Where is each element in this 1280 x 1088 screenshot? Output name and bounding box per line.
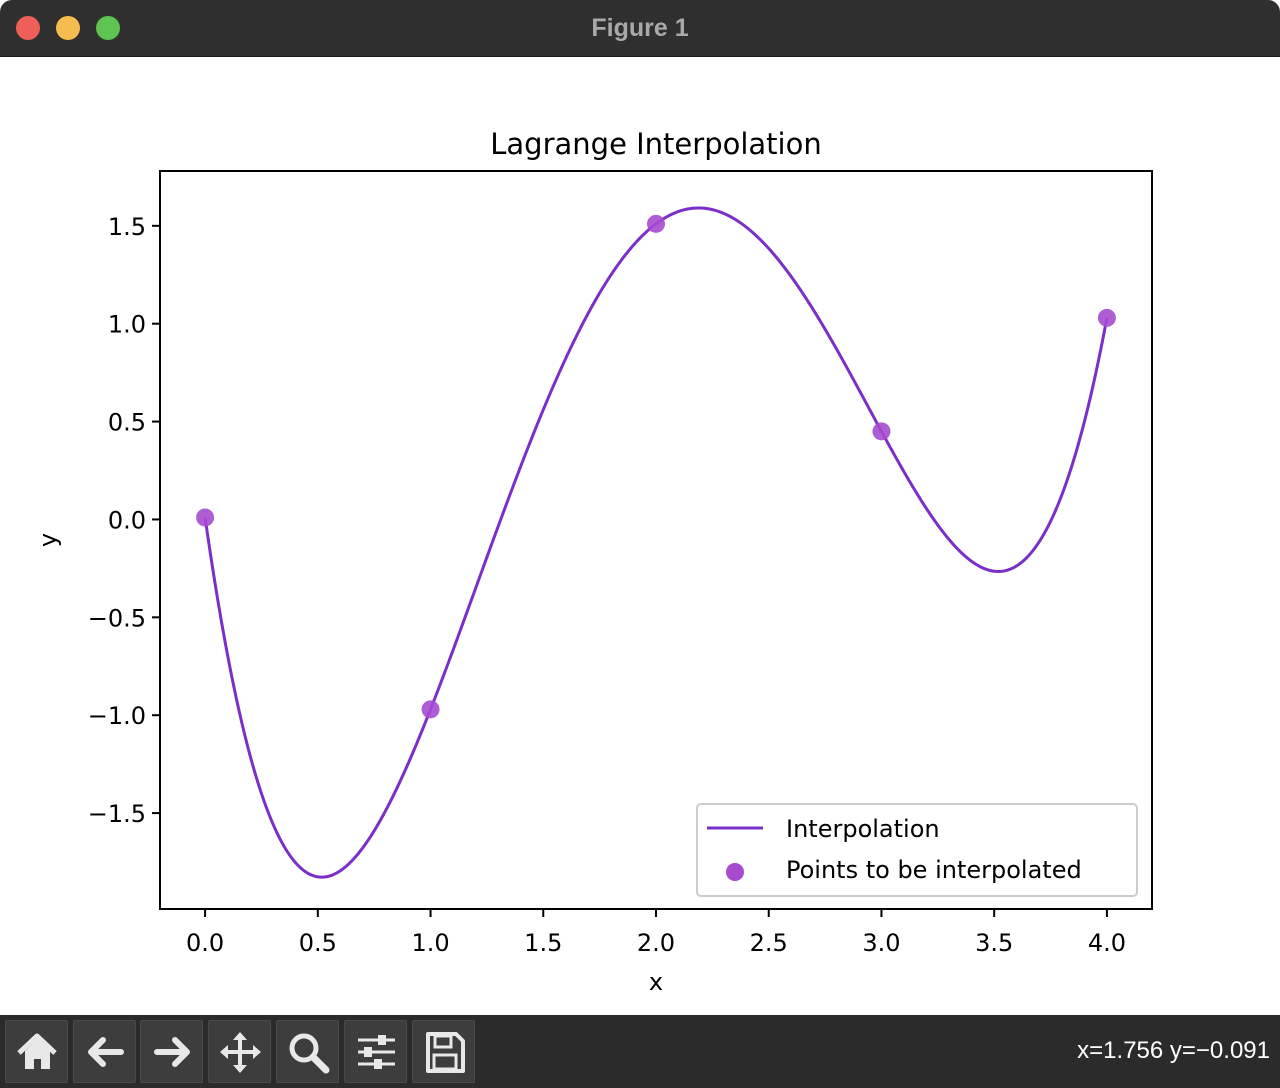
- minimize-window-button[interactable]: [56, 16, 80, 40]
- x-tick-label: 4.0: [1088, 929, 1126, 957]
- data-point: [872, 422, 891, 441]
- x-tick-label: 1.5: [524, 929, 562, 957]
- data-point: [1097, 308, 1116, 327]
- x-axis-label: x: [649, 968, 663, 996]
- cursor-coordinates: x=1.756 y=−0.091: [1077, 1037, 1270, 1064]
- arrow-right-icon: [154, 1037, 190, 1067]
- sliders-icon: [358, 1035, 395, 1069]
- x-tick-label: 3.0: [862, 929, 900, 957]
- save-button[interactable]: [412, 1020, 475, 1083]
- x-tick-label: 2.0: [637, 929, 675, 957]
- floppy-disk-icon: [426, 1032, 465, 1073]
- y-tick-label: 1.5: [108, 213, 146, 241]
- home-button[interactable]: [5, 1020, 68, 1083]
- y-tick-label: −1.5: [88, 800, 146, 828]
- maximize-window-button[interactable]: [96, 16, 120, 40]
- y-tick-label: 1.0: [108, 311, 146, 339]
- configure-subplots-button[interactable]: [344, 1020, 407, 1083]
- home-icon: [17, 1033, 57, 1069]
- y-axis-label: y: [34, 533, 62, 547]
- legend-label-interpolation: Interpolation: [786, 815, 940, 843]
- data-point: [421, 700, 440, 719]
- legend-label-points: Points to be interpolated: [786, 856, 1082, 884]
- axes-frame: [159, 170, 1153, 910]
- y-tick-label: 0.5: [108, 409, 146, 437]
- data-point: [647, 214, 665, 233]
- navigation-toolbar: x=1.756 y=−0.091: [0, 1015, 1280, 1088]
- x-tick-label: 0.5: [299, 929, 337, 957]
- window-title: Figure 1: [591, 14, 689, 42]
- chart-title: Lagrange Interpolation: [490, 127, 821, 161]
- y-tick-label: −1.0: [88, 702, 146, 730]
- legend: Interpolation Points to be interpolated: [696, 803, 1138, 897]
- pan-button[interactable]: [208, 1020, 271, 1083]
- x-tick-label: 0.0: [186, 929, 224, 957]
- y-tick-label: 0.0: [108, 506, 146, 534]
- x-tick-label: 2.5: [750, 929, 788, 957]
- legend-marker-swatch: [726, 863, 744, 881]
- title-bar: Figure 1: [0, 0, 1280, 57]
- figure-canvas[interactable]: Lagrange Interpolation 0.0 0.5 1.0 1.5 2.0 2.…: [0, 57, 1280, 1015]
- y-tick-label: −0.5: [88, 604, 146, 632]
- magnifier-icon: [289, 1033, 330, 1074]
- data-point: [196, 508, 215, 527]
- interpolation-line: [203, 206, 1109, 879]
- x-tick-label: 3.5: [975, 929, 1013, 957]
- legend-frame: [696, 803, 1138, 897]
- close-window-button[interactable]: [16, 16, 40, 40]
- move-icon: [220, 1032, 261, 1073]
- arrow-left-icon: [88, 1037, 124, 1067]
- forward-button[interactable]: [140, 1020, 203, 1083]
- chart[interactable]: Lagrange Interpolation 0.0 0.5 1.0 1.5 2.0 2.…: [0, 57, 1280, 1015]
- zoom-button[interactable]: [276, 1020, 339, 1083]
- back-button[interactable]: [73, 1020, 136, 1083]
- x-tick-label: 1.0: [411, 929, 449, 957]
